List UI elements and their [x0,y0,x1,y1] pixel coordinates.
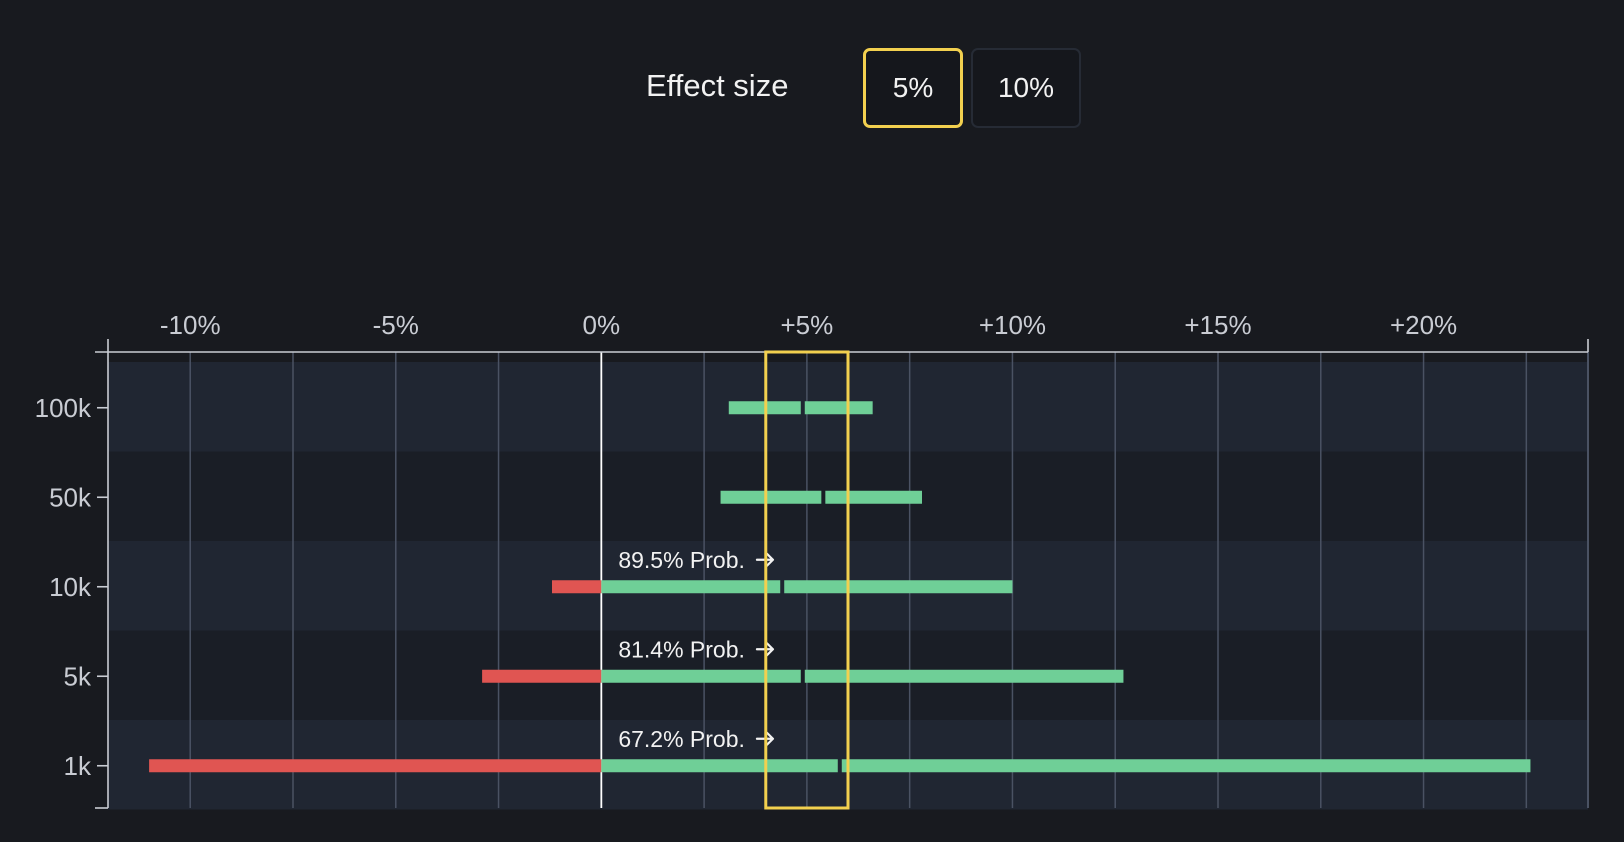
y-tick-label-5k: 5k [64,661,92,691]
interval-upper-50k [825,490,922,504]
effect-size-highlight [764,350,850,810]
interval-lower-50k [720,490,822,504]
interval-lower-1k [601,759,838,773]
effect-size-5-button[interactable]: 5% [863,48,963,128]
interval-upper-1k [841,759,1531,773]
x-tick-label: +15% [1184,310,1251,340]
probability-annotation-10k: 89.5% Prob. [618,547,745,573]
interval-upper-10k [784,580,1013,594]
effect-size-controls: Effect size 5% 10% [0,48,1624,128]
interval-lower-5k [601,669,801,683]
x-tick-label: -5% [373,310,419,340]
x-tick-label: 0% [583,310,621,340]
effect-size-10-button[interactable]: 10% [971,48,1081,128]
interval-negative-1k [149,759,602,773]
x-tick-label: -10% [160,310,221,340]
y-tick-label-100k: 100k [35,393,92,423]
y-tick-label-10k: 10k [49,572,92,602]
interval-upper-100k [804,401,873,415]
y-tick-label-50k: 50k [49,482,92,512]
y-tick-label-1k: 1k [64,751,92,781]
x-tick-label: +5% [781,310,834,340]
probability-annotation-1k: 67.2% Prob. [618,726,745,752]
x-tick-label: +20% [1390,310,1457,340]
x-tick-label: +10% [979,310,1046,340]
interval-negative-10k [552,580,602,594]
effect-size-label: Effect size [646,68,789,103]
interval-negative-5k [482,669,602,683]
interval-upper-5k [804,669,1124,683]
probability-annotation-5k: 81.4% Prob. [618,636,745,662]
interval-lower-10k [601,580,781,594]
